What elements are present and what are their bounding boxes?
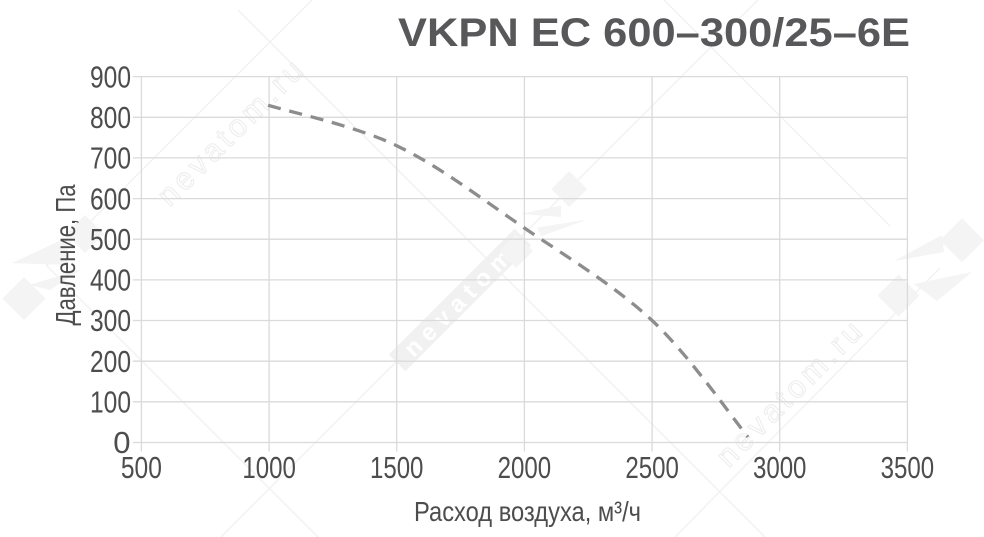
svg-text:3000: 3000 xyxy=(753,450,807,485)
svg-text:VKPN EC 600–300/25–6E: VKPN EC 600–300/25–6E xyxy=(398,11,910,55)
svg-text:500: 500 xyxy=(121,450,162,485)
svg-text:0: 0 xyxy=(113,425,130,460)
svg-text:Расход воздуха, м³/ч: Расход воздуха, м³/ч xyxy=(414,496,641,527)
svg-text:Давление, Па: Давление, Па xyxy=(50,184,81,325)
svg-text:900: 900 xyxy=(90,59,131,94)
svg-text:100: 100 xyxy=(90,385,131,420)
svg-text:1500: 1500 xyxy=(370,450,424,485)
svg-text:nevatom: nevatom xyxy=(399,239,523,363)
svg-text:nevatom.ru: nevatom.ru xyxy=(150,50,313,213)
svg-text:200: 200 xyxy=(90,344,131,379)
svg-text:800: 800 xyxy=(90,100,131,135)
svg-text:3500: 3500 xyxy=(881,450,935,485)
svg-text:2500: 2500 xyxy=(625,450,679,485)
svg-text:2000: 2000 xyxy=(498,450,552,485)
svg-text:700: 700 xyxy=(90,141,131,176)
svg-text:1000: 1000 xyxy=(242,450,296,485)
svg-text:500: 500 xyxy=(90,222,131,257)
svg-text:300: 300 xyxy=(90,303,131,338)
svg-text:400: 400 xyxy=(90,263,131,298)
svg-text:600: 600 xyxy=(90,181,131,216)
